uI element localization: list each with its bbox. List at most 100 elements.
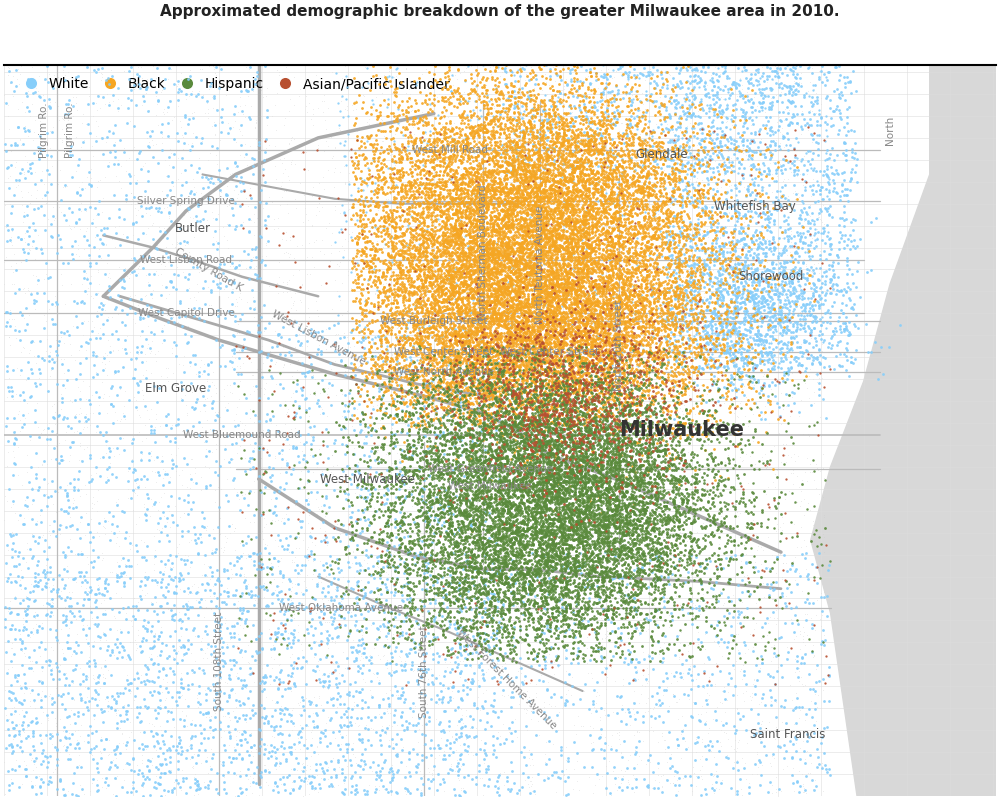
Point [788, 187, 804, 200]
Point [564, 350, 580, 362]
Point [668, 789, 684, 800]
Point [595, 363, 611, 376]
Point [417, 330, 433, 343]
Point [557, 557, 573, 570]
Point [518, 334, 534, 347]
Point [728, 82, 744, 95]
Point [398, 110, 414, 122]
Point [320, 426, 336, 438]
Point [635, 324, 651, 337]
Point [64, 194, 80, 207]
Point [435, 311, 451, 324]
Point [572, 378, 588, 391]
Point [480, 381, 496, 394]
Point [127, 288, 143, 301]
Point [547, 120, 563, 133]
Point [357, 482, 373, 494]
Point [394, 280, 410, 293]
Point [562, 263, 578, 276]
Point [448, 458, 464, 470]
Point [448, 380, 464, 393]
Point [228, 567, 244, 580]
Point [16, 754, 32, 767]
Point [28, 752, 44, 765]
Point [624, 215, 640, 228]
Point [685, 558, 701, 571]
Point [402, 508, 418, 521]
Point [372, 524, 388, 537]
Point [488, 632, 504, 645]
Point [736, 282, 752, 295]
Point [424, 196, 440, 209]
Point [352, 209, 368, 222]
Point [683, 267, 699, 280]
Point [579, 353, 595, 366]
Point [487, 600, 503, 613]
Point [475, 175, 491, 188]
Point [527, 283, 543, 296]
Point [430, 314, 446, 326]
Point [567, 418, 583, 431]
Point [517, 458, 533, 470]
Point [642, 295, 658, 308]
Point [431, 133, 447, 146]
Point [484, 464, 500, 477]
Point [308, 634, 324, 647]
Point [464, 570, 480, 582]
Point [354, 620, 370, 633]
Point [730, 281, 746, 294]
Point [0, 667, 15, 680]
Point [621, 436, 637, 449]
Point [605, 580, 621, 593]
Point [517, 220, 533, 233]
Point [750, 66, 766, 78]
Point [118, 673, 134, 686]
Point [386, 257, 402, 270]
Point [419, 315, 435, 328]
Point [498, 221, 514, 234]
Point [386, 361, 402, 374]
Point [394, 351, 410, 364]
Point [106, 303, 122, 316]
Point [751, 268, 767, 281]
Point [600, 599, 616, 612]
Point [533, 178, 549, 190]
Point [352, 564, 368, 577]
Point [387, 577, 403, 590]
Point [542, 82, 558, 94]
Point [553, 310, 569, 323]
Point [490, 545, 506, 558]
Point [475, 450, 491, 463]
Point [108, 773, 124, 786]
Point [533, 341, 549, 354]
Point [494, 496, 510, 509]
Point [532, 276, 548, 289]
Point [589, 518, 605, 531]
Point [545, 322, 561, 335]
Point [419, 269, 435, 282]
Point [439, 447, 455, 460]
Point [506, 266, 522, 279]
Point [450, 62, 466, 75]
Point [779, 641, 795, 654]
Point [219, 677, 235, 690]
Point [471, 438, 487, 450]
Point [408, 321, 424, 334]
Point [561, 487, 577, 500]
Point [180, 642, 196, 655]
Point [709, 185, 725, 198]
Point [446, 309, 462, 322]
Point [585, 334, 601, 346]
Point [541, 446, 557, 458]
Point [798, 708, 814, 721]
Point [200, 102, 216, 115]
Point [534, 375, 550, 388]
Point [451, 327, 467, 340]
Point [558, 535, 574, 548]
Point [477, 582, 493, 595]
Point [546, 284, 562, 297]
Point [515, 96, 531, 109]
Point [180, 507, 196, 520]
Point [471, 214, 487, 226]
Point [685, 497, 701, 510]
